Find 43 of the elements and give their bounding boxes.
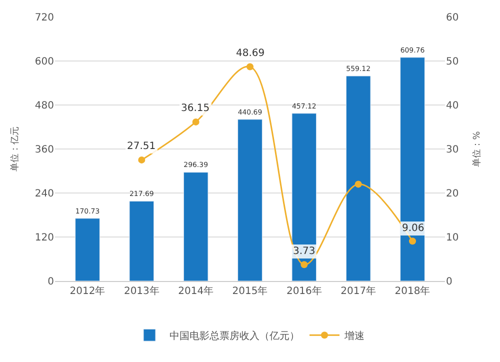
bar [238,119,262,281]
data-label: 48.69 [236,48,265,59]
data-label: 3.73 [293,246,316,257]
x-tick-label: 2013年 [124,285,160,297]
y-tick-label: 360 [34,144,54,156]
y2-tick-label: 40 [446,100,459,112]
y-tick-label: 600 [34,56,54,68]
y-tick-label: 720 [34,12,54,24]
x-tick-label: 2018年 [394,285,430,297]
data-label: 36.15 [181,103,210,114]
x-tick-label: 2017年 [340,285,376,297]
y2-tick-label: 50 [446,56,459,68]
y-tick-label: 480 [34,100,54,112]
bar [400,57,425,281]
y-tick-label: 240 [34,188,54,200]
x-tick-label: 2014年 [178,285,214,297]
point [246,63,254,70]
point [300,261,308,268]
legend-label: 增速 [344,330,364,342]
point [354,180,362,188]
legend-label: 中国电影总票房收入（亿元） [170,330,300,342]
y-tick-label: 0 [48,276,54,288]
data-label: 9.06 [402,223,424,234]
data-label: 27.51 [127,141,156,152]
point [138,156,146,164]
y2-tick-label: 60 [446,12,459,24]
bar [129,200,154,281]
x-tick-label: 2012年 [70,285,106,297]
bar [183,172,208,281]
y-tick-label: 120 [34,232,54,244]
y2-tick-label: 20 [446,188,459,200]
point [409,238,416,245]
y2-tick-label: 0 [446,276,452,288]
x-tick-label: 2016年 [286,285,322,297]
bar [292,113,317,281]
y2-tick-label: 30 [446,144,459,156]
bar [75,218,100,281]
x-tick-label: 2015年 [232,285,268,297]
y-axis-title: 单位：亿元 [9,126,20,172]
bar [346,76,371,281]
point [192,118,200,126]
y2-axis-title: 单位：% [472,130,483,167]
y2-tick-label: 10 [446,232,459,244]
